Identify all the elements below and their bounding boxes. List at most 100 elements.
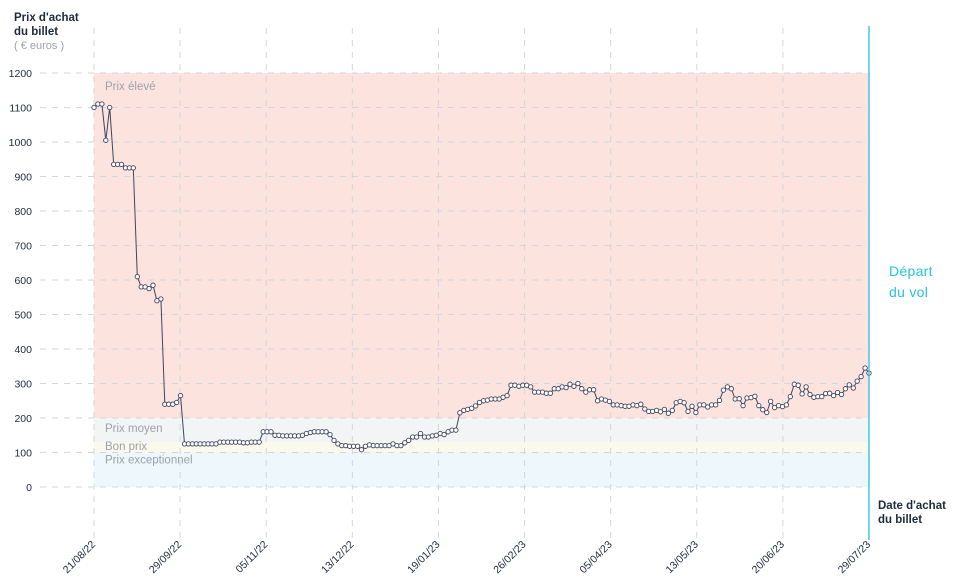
data-point — [528, 384, 534, 390]
zone-label: Bon prix — [105, 441, 147, 453]
zone-label: Prix moyen — [105, 423, 163, 435]
x-tick-label: 13/05/23 — [664, 539, 701, 576]
data-point — [764, 409, 770, 416]
x-tick-label: 05/11/22 — [234, 539, 271, 576]
data-point — [469, 405, 475, 411]
data-point — [547, 390, 553, 396]
data-point — [406, 437, 412, 444]
data-point — [850, 385, 856, 391]
data-point — [752, 393, 758, 399]
chart-grid — [40, 28, 870, 540]
y-tick-label: 300 — [14, 379, 32, 391]
data-point — [563, 384, 569, 391]
y-tick-label: 100 — [14, 448, 32, 460]
x-tick-label: 21/08/22 — [61, 539, 98, 576]
data-point — [657, 409, 664, 415]
y-tick-label: 1200 — [9, 68, 33, 80]
y-tick-label: 700 — [14, 241, 32, 253]
data-point — [642, 406, 648, 412]
data-point — [323, 429, 329, 435]
data-point — [583, 389, 589, 395]
data-point — [819, 393, 825, 400]
data-point — [795, 382, 801, 388]
data-point — [91, 104, 97, 111]
data-point — [256, 439, 262, 445]
data-point — [834, 389, 841, 396]
zone-label: Prix exceptionnel — [105, 455, 193, 467]
data-point — [846, 382, 852, 388]
data-point — [417, 430, 424, 437]
y-tick-label: 0 — [26, 482, 32, 494]
data-point — [354, 443, 361, 449]
y-tick-label: 600 — [14, 275, 32, 287]
x-axis-title-line2: du billet — [878, 514, 923, 526]
y-tick-label: 1000 — [9, 137, 33, 149]
y-tick-label: 500 — [14, 310, 32, 322]
data-point — [504, 392, 510, 399]
data-point — [107, 104, 113, 111]
data-point — [736, 396, 742, 402]
data-point — [567, 381, 573, 387]
data-point — [681, 400, 687, 406]
data-point — [402, 440, 408, 446]
y-tick-label: 1100 — [9, 103, 32, 115]
data-point — [728, 386, 734, 392]
y-tick-label: 200 — [14, 413, 32, 425]
data-point — [767, 398, 774, 405]
zone-labels: Prix élevé Prix moyen Bon prix Prix excepti… — [105, 81, 193, 467]
x-tick-label: 13/12/22 — [319, 539, 356, 576]
data-point — [118, 161, 125, 168]
y-tick-label: 900 — [14, 172, 32, 184]
data-point — [716, 397, 723, 404]
data-point — [575, 380, 581, 387]
x-axis-title-line1: Date d'achat — [878, 500, 946, 512]
data-point — [158, 296, 164, 302]
data-point — [858, 373, 864, 380]
data-point — [457, 410, 463, 416]
data-point — [173, 399, 180, 406]
data-point — [268, 429, 274, 435]
x-tick-label: 20/06/23 — [750, 539, 787, 576]
zone-band — [94, 452, 869, 487]
data-point — [134, 273, 140, 280]
y-axis-ticks: 0 100 200 300 400 500 600 700 800 900 1000 1100 1200 — [9, 68, 33, 494]
data-point — [689, 403, 695, 409]
departure-label-line2: du vol — [889, 284, 929, 300]
x-tick-label: 26/02/23 — [491, 539, 528, 576]
data-point — [150, 282, 156, 288]
y-axis-title-line1: Prix d'achat — [14, 12, 79, 24]
y-axis-title-line2: du billet — [14, 26, 59, 38]
data-point — [854, 378, 860, 384]
x-tick-label: 29/07/23 — [836, 539, 873, 576]
data-point — [571, 383, 577, 389]
data-point — [661, 406, 668, 413]
data-point — [685, 408, 691, 415]
data-point — [638, 401, 644, 407]
data-point — [177, 392, 184, 399]
data-point — [701, 402, 707, 408]
data-point — [807, 391, 813, 398]
y-axis-unit: ( € euros ) — [14, 40, 65, 52]
zone-band — [94, 418, 869, 443]
y-axis-title: Prix d'achat du billet — [14, 11, 104, 39]
data-point — [783, 402, 790, 408]
data-point — [665, 410, 672, 416]
data-point — [803, 384, 809, 390]
data-point — [99, 101, 105, 107]
data-point — [358, 447, 365, 453]
data-point — [606, 398, 613, 405]
data-point — [827, 390, 833, 396]
data-point — [472, 403, 479, 409]
data-point — [838, 391, 845, 398]
data-point — [453, 427, 459, 433]
data-point — [760, 407, 766, 413]
data-point — [756, 402, 762, 409]
data-point — [842, 386, 849, 392]
x-tick-label: 05/04/23 — [577, 539, 614, 576]
price-series — [91, 101, 872, 453]
data-point — [103, 137, 109, 143]
data-point — [669, 407, 675, 414]
zone-label: Prix élevé — [105, 81, 156, 93]
data-point — [579, 386, 585, 392]
